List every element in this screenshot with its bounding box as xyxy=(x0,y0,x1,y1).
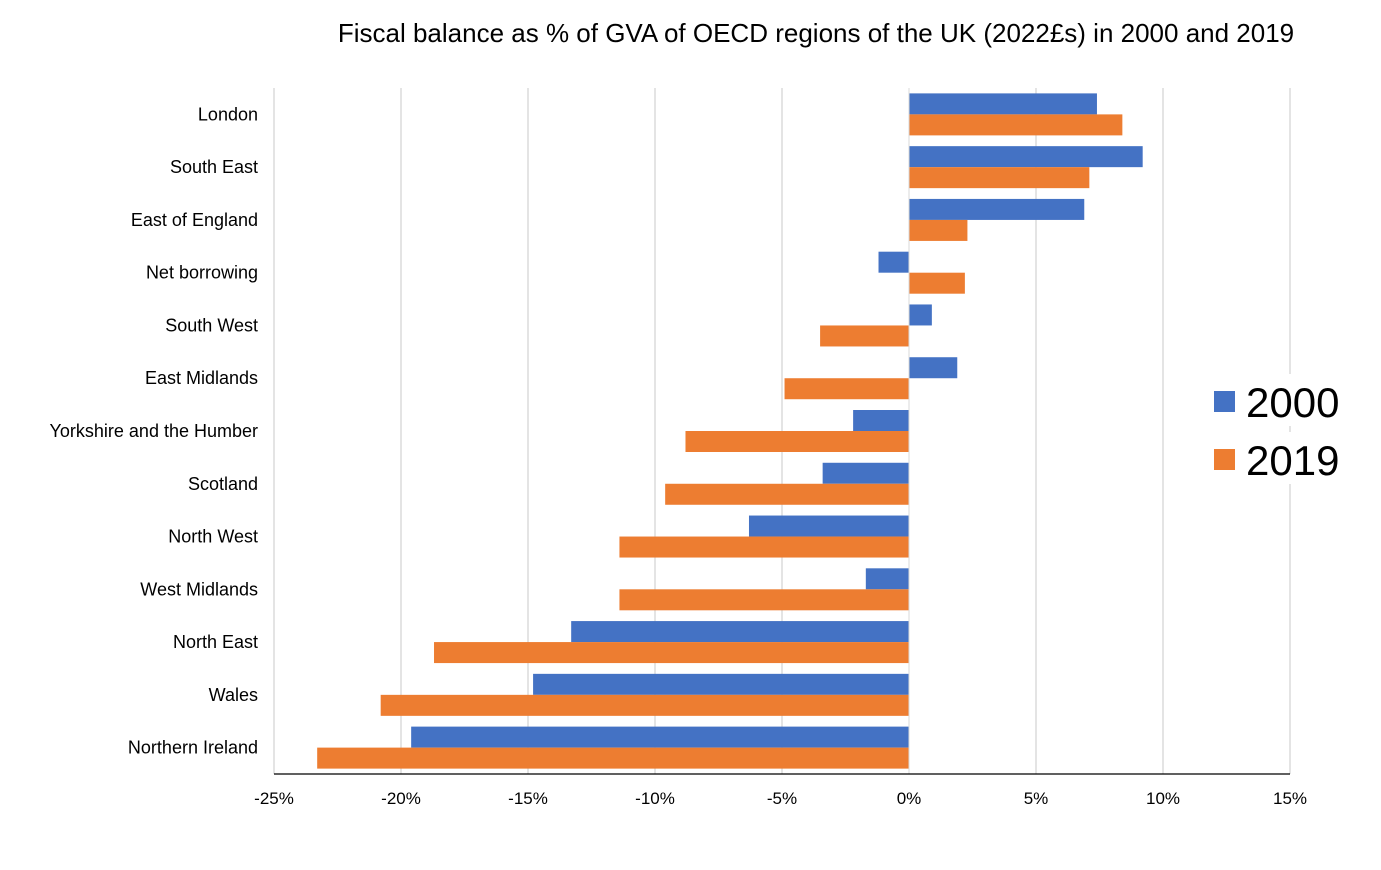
x-tick-label: 5% xyxy=(1024,789,1049,808)
legend: 2000 2019 xyxy=(1202,374,1342,484)
bar-2019-south-east xyxy=(909,167,1090,189)
category-label: Net borrowing xyxy=(146,263,258,283)
bar-2019-scotland xyxy=(665,483,909,505)
bar-2000-northern-ireland xyxy=(411,726,909,748)
bar-2000-east-midlands xyxy=(909,357,958,379)
category-label: Scotland xyxy=(188,474,258,494)
bar-2000-south-east xyxy=(909,146,1143,168)
bar-2000-london xyxy=(909,93,1097,115)
legend-label-2000: 2000 xyxy=(1246,379,1339,426)
bar-2019-northern-ireland xyxy=(317,747,909,769)
category-label: North West xyxy=(168,527,258,547)
category-label: South West xyxy=(165,315,258,335)
category-label: North East xyxy=(173,632,258,652)
bar-2000-north-east xyxy=(571,621,909,643)
bar-2000-east-of-england xyxy=(909,198,1085,220)
x-tick-label: -25% xyxy=(254,789,294,808)
bar-2019-london xyxy=(909,114,1123,136)
x-tick-label: 0% xyxy=(897,789,922,808)
legend-swatch-2019 xyxy=(1214,449,1235,470)
category-label: Wales xyxy=(209,685,258,705)
bar-2000-south-west xyxy=(909,304,932,326)
bar-2019-net-borrowing xyxy=(909,272,965,294)
x-tick-label: 15% xyxy=(1273,789,1307,808)
bar-2000-wales xyxy=(533,673,909,695)
bar-2000-net-borrowing xyxy=(878,251,909,273)
x-tick-label: -20% xyxy=(381,789,421,808)
category-label: West Midlands xyxy=(140,579,258,599)
x-tick-label: -10% xyxy=(635,789,675,808)
chart-title: Fiscal balance as % of GVA of OECD regio… xyxy=(338,18,1294,48)
category-label: Northern Ireland xyxy=(128,738,258,758)
category-label: South East xyxy=(170,157,258,177)
x-tick-label: -5% xyxy=(767,789,797,808)
bar-2019-east-of-england xyxy=(909,219,968,241)
axes xyxy=(274,88,1290,775)
legend-label-2019: 2019 xyxy=(1246,437,1339,484)
bar-2000-yorkshire-and-the-humber xyxy=(853,410,909,431)
category-label: London xyxy=(198,104,258,124)
category-label: Yorkshire and the Humber xyxy=(50,421,258,441)
bar-2019-yorkshire-and-the-humber xyxy=(685,431,909,452)
bars xyxy=(317,93,1143,769)
category-label: East Midlands xyxy=(145,368,258,388)
category-label: East of England xyxy=(131,210,258,230)
bar-2019-south-west xyxy=(820,325,909,347)
x-tick-label: 10% xyxy=(1146,789,1180,808)
category-labels: London South East East of England Net borro… xyxy=(50,104,258,757)
bar-2019-wales xyxy=(380,694,909,716)
legend-swatch-2000 xyxy=(1214,391,1235,412)
bar-2019-north-east xyxy=(434,642,909,664)
bar-2019-east-midlands xyxy=(784,378,909,400)
bar-2000-north-west xyxy=(748,515,909,537)
bar-2019-north-west xyxy=(619,536,909,558)
bar-2000-west-midlands xyxy=(865,568,909,590)
bar-2019-west-midlands xyxy=(619,589,909,611)
x-tick-labels: -25% -20% -15% -10% -5% 0% 5% 10% 15% xyxy=(254,789,1307,808)
x-tick-label: -15% xyxy=(508,789,548,808)
bar-2000-scotland xyxy=(822,462,909,484)
